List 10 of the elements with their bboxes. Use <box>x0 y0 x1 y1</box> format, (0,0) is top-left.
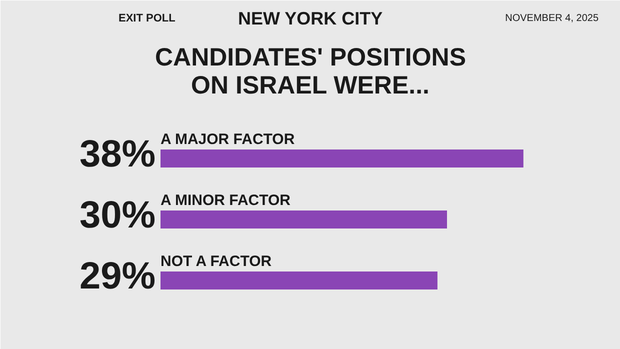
data-label: 38% <box>79 134 156 176</box>
y-tick-label: NOT A FACTOR <box>160 253 272 270</box>
chart-subtitle: CANDIDATES' POSITIONS ON ISRAEL WERE... <box>154 44 466 100</box>
text: EXIT POLL <box>118 12 176 24</box>
data-label: 29% <box>79 256 156 298</box>
text: NOVEMBER 4, 2025 <box>505 13 599 24</box>
chart-title: NEW YORK CITY <box>238 8 383 28</box>
y-tick-label: A MINOR FACTOR <box>160 192 291 209</box>
y-tick-label: A MAJOR FACTOR <box>160 131 295 148</box>
data-label: 30% <box>79 194 156 236</box>
